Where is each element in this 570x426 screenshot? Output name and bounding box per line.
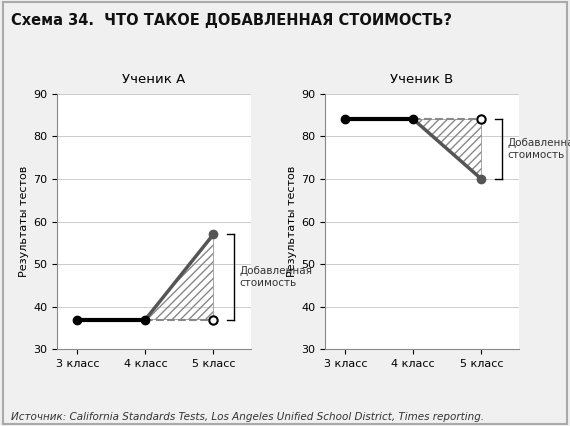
- Title: Ученик В: Ученик В: [390, 72, 453, 86]
- Text: Схема 34.  ЧТО ТАКОЕ ДОБАВЛЕННАЯ СТОИМОСТЬ?: Схема 34. ЧТО ТАКОЕ ДОБАВЛЕННАЯ СТОИМОСТ…: [11, 13, 453, 28]
- Y-axis label: Результаты тестов: Результаты тестов: [19, 166, 29, 277]
- Y-axis label: Результаты тестов: Результаты тестов: [287, 166, 297, 277]
- Text: Добавленная
стоимость: Добавленная стоимость: [239, 266, 312, 288]
- Title: Ученик А: Ученик А: [123, 72, 185, 86]
- Text: Источник: California Standards Tests, Los Angeles Unified School District, Times: Источник: California Standards Tests, Lo…: [11, 412, 484, 422]
- Text: Добавленная
стоимость: Добавленная стоимость: [507, 138, 570, 160]
